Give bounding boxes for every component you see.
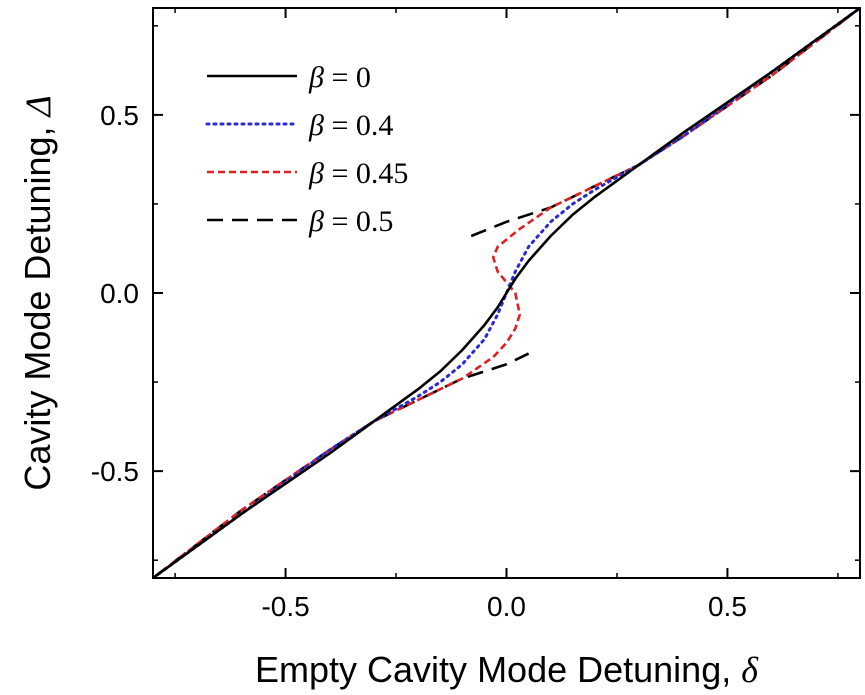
- y-tick-label: -0.5: [91, 456, 139, 487]
- x-tick-label: 0.5: [708, 591, 747, 622]
- series-line-2: [153, 8, 860, 578]
- curves-layer: [153, 8, 860, 578]
- series-line-0: [153, 8, 860, 578]
- x-tick-label: 0.0: [487, 591, 526, 622]
- x-axis-title: Empty Cavity Mode Detuning, δ: [255, 649, 759, 690]
- legend-label-3: β = 0.5: [308, 205, 393, 238]
- series-line-3-upper: [470, 8, 860, 238]
- y-tick-label: 0.0: [100, 278, 139, 309]
- legend-label-0: β = 0: [308, 61, 371, 94]
- legend-label-1: β = 0.4: [308, 109, 393, 142]
- y-axis-title: Cavity Mode Detuning, Δ: [17, 95, 58, 490]
- series-line-3-lower: [153, 352, 530, 578]
- x-tick-label: -0.5: [261, 591, 309, 622]
- y-tick-label: 0.5: [100, 100, 139, 131]
- ticks-layer: -0.5 0.0 0.5 -0.5 0.0 0.5: [91, 8, 860, 622]
- legend: β = 0 β = 0.4 β = 0.45 β = 0.5: [205, 61, 408, 238]
- legend-label-2: β = 0.45: [308, 157, 408, 190]
